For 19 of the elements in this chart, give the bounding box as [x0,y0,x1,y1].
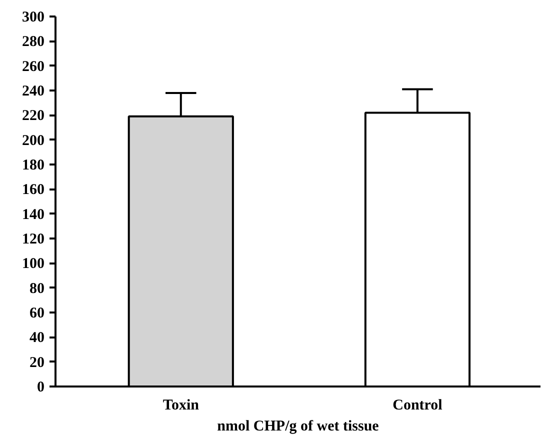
y-tick-label: 200 [22,132,44,149]
x-tick-label: Control [392,398,442,414]
y-tick-label: 140 [22,206,44,223]
y-tick-label: 180 [22,158,44,174]
y-tick-label: 280 [22,34,44,50]
y-tick-label: 60 [30,306,44,322]
y-tick-label: 220 [22,108,44,124]
y-tick-label: 40 [30,330,44,346]
y-tick-label: 300 [22,10,44,26]
y-tick-label: 80 [30,280,44,297]
x-tick-label: Toxin [162,398,200,414]
y-tick-label: 120 [22,232,44,248]
y-tick-label: 20 [30,354,44,371]
y-tick-label: 100 [22,256,44,272]
y-tick-label: 240 [22,84,44,100]
y-tick-label: 260 [22,58,44,75]
x-axis-title: nmol CHP/g of wet tissue [217,418,380,434]
y-tick-label: 0 [37,380,44,396]
y-tick-label: 160 [22,182,44,198]
